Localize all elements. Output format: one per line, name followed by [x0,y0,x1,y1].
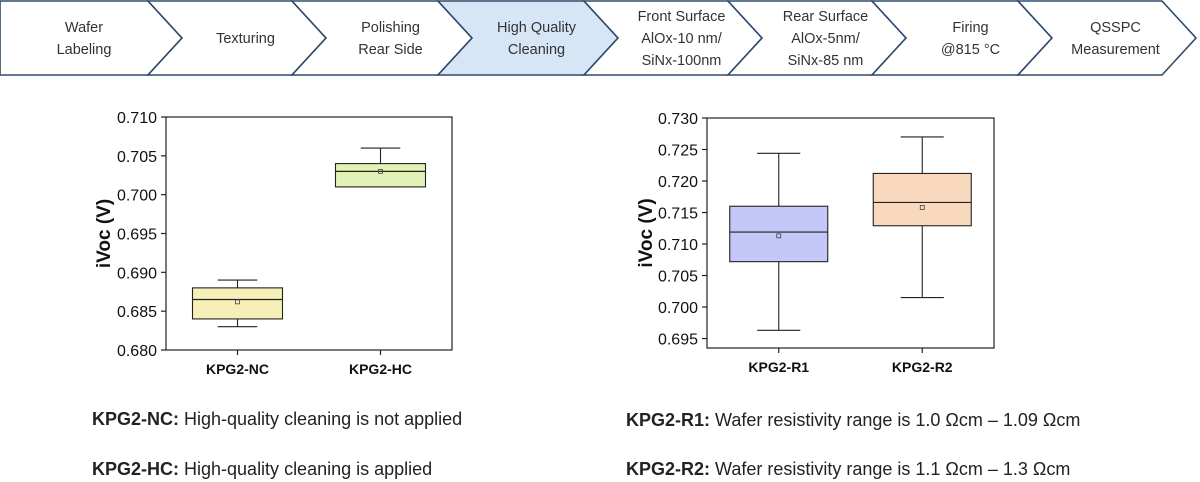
ivoc-boxplot-cleaning: 0.680 0.685 0.690 0.695 0.700 0.705 0.710 iVoc … [94,110,453,377]
mean-marker [378,168,383,174]
box-kpg2-r2 [872,172,972,227]
process-step-3-label: Rear Side [358,42,422,58]
y-tick-label: 0.685 [117,304,157,321]
caption-nc-label: KPG2-NC: [92,409,180,429]
x-tick-label: KPG2-HC [349,361,412,377]
caption-r1-text: Wafer resistivity range is 1.0 Ωcm – 1.0… [710,410,1081,430]
process-flow: Wafer Labeling Texturing Polishing Rear Side… [0,0,1198,76]
box-kpg2-hc [334,163,427,188]
process-step-6-label: AlOx-5nm/ [791,31,860,47]
plot-frame [706,117,995,349]
y-tick-label: 0.730 [658,111,698,128]
process-step-5-label: AlOx-10 nm/ [641,31,723,47]
ivoc-boxplot-resistivity: 0.695 0.700 0.705 0.710 0.715 0.720 0.725 0.730… [636,111,995,375]
process-step-1-label: Wafer [65,20,103,36]
y-tick-label: 0.705 [117,149,157,166]
process-step-5-label: Front Surface [638,9,726,25]
process-step-2-label: Texturing [216,31,275,47]
x-tick-label: KPG2-NC [206,361,269,377]
caption-hc: KPG2-HC: High-quality cleaning is applie… [92,459,432,480]
caption-hc-label: KPG2-HC: [92,459,180,479]
y-axis-label: iVoc (V) [636,198,657,267]
box-kpg2-nc [191,287,284,320]
process-step-1-label: Labeling [57,42,112,58]
caption-r2-label: KPG2-R2: [626,459,711,479]
y-tick-label: 0.725 [658,143,698,160]
y-tick-label: 0.680 [117,343,157,360]
mean-marker [919,205,925,210]
process-step-8-shape [1016,0,1198,76]
y-tick-label: 0.700 [117,188,157,205]
process-step-7-label: Firing [952,20,988,36]
y-tick-label: 0.720 [658,174,698,191]
x-tick-label: KPG2-R1 [748,359,809,375]
caption-r2-text: Wafer resistivity range is 1.1 Ωcm – 1.3… [710,459,1071,479]
process-step-1-shape [0,0,184,76]
caption-hc-text: High-quality cleaning is applied [179,459,433,479]
process-step-7-label: @815 °C [941,42,1000,58]
process-step-5-label: SiNx-100nm [642,53,722,69]
mean-marker [235,299,240,305]
y-tick-label: 0.695 [117,227,157,244]
y-tick-label: 0.710 [117,110,157,127]
y-tick-label: 0.715 [658,206,698,223]
caption-r1: KPG2-R1: Wafer resistivity range is 1.0 … [626,410,1080,431]
process-step-4-label: High Quality [497,20,577,36]
mean-marker [776,233,782,239]
process-step-6-label: SiNx-85 nm [788,53,864,69]
y-tick-label: 0.710 [658,237,698,254]
process-step-8-label: QSSPC [1090,20,1141,36]
y-axis-label: iVoc (V) [94,199,115,268]
y-tick-label: 0.700 [658,300,698,317]
caption-r2: KPG2-R2: Wafer resistivity range is 1.1 … [626,459,1070,480]
caption-r1-label: KPG2-R1: [626,410,711,430]
y-tick-label: 0.695 [658,332,698,349]
x-tick-label: KPG2-R2 [892,359,953,375]
process-step-8-label: Measurement [1071,42,1160,58]
y-tick-label: 0.690 [117,265,157,282]
caption-nc: KPG2-NC: High-quality cleaning is not ap… [92,409,462,430]
y-tick-label: 0.705 [658,269,698,286]
process-step-6-label: Rear Surface [783,9,868,25]
process-step-3-label: Polishing [361,20,420,36]
process-step-4-label: Cleaning [508,42,565,58]
caption-nc-text: High-quality cleaning is not applied [179,409,463,429]
